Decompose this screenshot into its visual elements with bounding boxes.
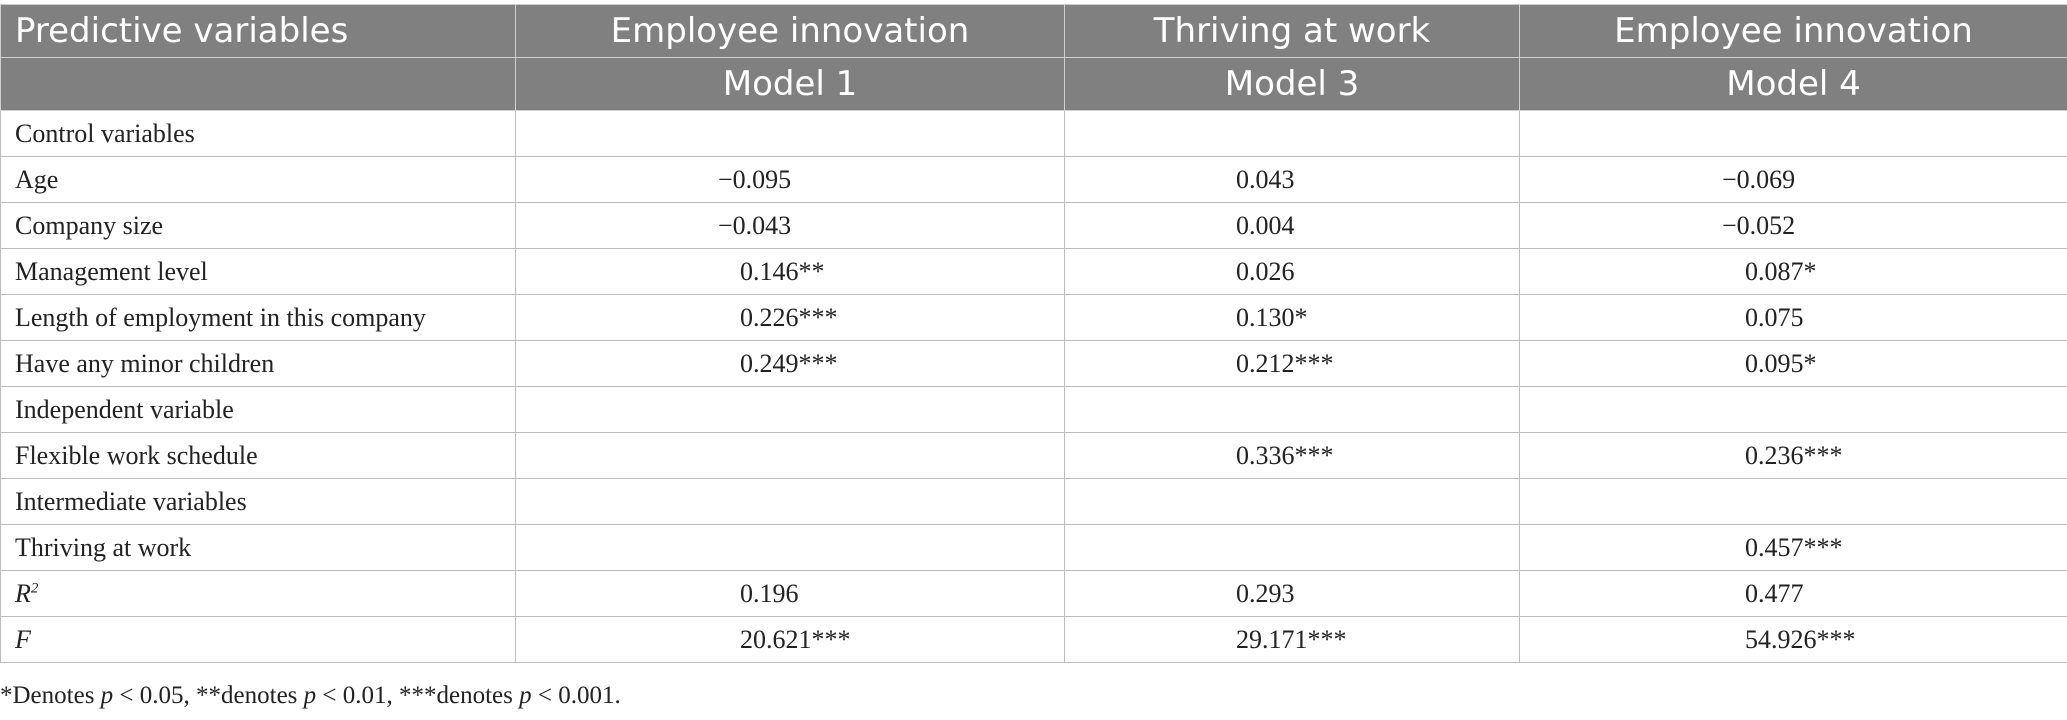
table-row: Have any minor children 0.249*** 0.212**… xyxy=(0,340,2067,387)
table-row: Flexible work schedule 0.336*** 0.236*** xyxy=(0,432,2067,479)
cell-model-1 xyxy=(515,110,1065,157)
header-thriving-at-work: Thriving at work xyxy=(1064,4,1520,58)
cell-model-3 xyxy=(1064,524,1520,571)
table-row: Control variables xyxy=(0,110,2067,157)
note-part-1: *Denotes xyxy=(0,682,101,709)
header-employee-innovation-2: Employee innovation xyxy=(1519,4,2067,58)
row-label: Thriving at work xyxy=(0,524,516,571)
header-blank xyxy=(0,57,516,111)
table-row: Thriving at work 0.457*** xyxy=(0,524,2067,571)
cell-model-4: −0.069 xyxy=(1519,156,2067,203)
cell-model-1: 20.621*** xyxy=(515,616,1065,663)
cell-model-4 xyxy=(1519,110,2067,157)
cell-model-4: −0.052 xyxy=(1519,202,2067,249)
row-label: Independent variable xyxy=(0,386,516,433)
table-row: Independent variable xyxy=(0,386,2067,433)
row-label: Age xyxy=(0,156,516,203)
cell-model-4: 0.457*** xyxy=(1519,524,2067,571)
row-label: Flexible work schedule xyxy=(0,432,516,479)
table-row: Intermediate variables xyxy=(0,478,2067,525)
cell-model-3 xyxy=(1064,478,1520,525)
note-part-2: < 0.05, **denotes xyxy=(113,682,304,709)
cell-model-4 xyxy=(1519,386,2067,433)
header-row-2: Model 1 Model 3 Model 4 xyxy=(0,57,2067,111)
cell-model-1: 0.146** xyxy=(515,248,1065,295)
cell-model-3: 0.212*** xyxy=(1064,340,1520,387)
row-label-f: F xyxy=(0,616,516,663)
row-label: Have any minor children xyxy=(0,340,516,387)
cell-model-4: 0.477 xyxy=(1519,570,2067,617)
header-predictive-variables: Predictive variables xyxy=(0,4,516,58)
table-body: Control variables Age −0.095 0.043 −0.06… xyxy=(0,110,2067,663)
regression-table-container: Predictive variables Employee innovation… xyxy=(0,4,2067,663)
note-p-var-3: p xyxy=(519,682,532,709)
cell-model-1: −0.043 xyxy=(515,202,1065,249)
row-label: Length of employment in this company xyxy=(0,294,516,341)
row-label: Control variables xyxy=(0,110,516,157)
cell-model-1: 0.249*** xyxy=(515,340,1065,387)
table-row: Management level 0.146** 0.026 0.087* xyxy=(0,248,2067,295)
cell-model-3: 0.004 xyxy=(1064,202,1520,249)
cell-model-3: 0.130* xyxy=(1064,294,1520,341)
table-footnote: *Denotes p < 0.05, **denotes p < 0.01, *… xyxy=(0,682,621,710)
note-p-var-1: p xyxy=(100,682,114,709)
header-model-3: Model 3 xyxy=(1064,57,1520,111)
table-row: F 20.621*** 29.171*** 54.926*** xyxy=(0,616,2067,663)
cell-model-4: 0.075 xyxy=(1519,294,2067,341)
cell-model-3: 0.336*** xyxy=(1064,432,1520,479)
cell-model-3: 0.043 xyxy=(1064,156,1520,203)
note-p-var-2: p xyxy=(303,682,317,709)
cell-model-3: 0.026 xyxy=(1064,248,1520,295)
cell-model-4: 0.236*** xyxy=(1519,432,2067,479)
header-row-1: Predictive variables Employee innovation… xyxy=(0,4,2067,58)
cell-model-3: 29.171*** xyxy=(1064,616,1520,663)
cell-model-4: 0.087* xyxy=(1519,248,2067,295)
header-model-4: Model 4 xyxy=(1519,57,2067,111)
table-row: Length of employment in this company 0.2… xyxy=(0,294,2067,341)
header-model-1: Model 1 xyxy=(515,57,1065,111)
row-label: Management level xyxy=(0,248,516,295)
row-label: Company size xyxy=(0,202,516,249)
table-row: R2 0.196 0.293 0.477 xyxy=(0,570,2067,617)
note-part-4: < 0.001. xyxy=(531,682,621,709)
cell-model-3 xyxy=(1064,386,1520,433)
cell-model-1: −0.095 xyxy=(515,156,1065,203)
r-superscript: 2 xyxy=(30,579,39,596)
cell-model-4: 0.095* xyxy=(1519,340,2067,387)
cell-model-1: 0.226*** xyxy=(515,294,1065,341)
header-employee-innovation-1: Employee innovation xyxy=(515,4,1065,58)
cell-model-4 xyxy=(1519,478,2067,525)
r-symbol: R xyxy=(15,578,31,608)
cell-model-1 xyxy=(515,478,1065,525)
cell-model-1: 0.196 xyxy=(515,570,1065,617)
cell-model-1 xyxy=(515,524,1065,571)
table-row: Age −0.095 0.043 −0.069 xyxy=(0,156,2067,203)
cell-model-1 xyxy=(515,432,1065,479)
row-label-r-squared: R2 xyxy=(0,570,516,617)
table-row: Company size −0.043 0.004 −0.052 xyxy=(0,202,2067,249)
regression-table: Predictive variables Employee innovation… xyxy=(0,4,2067,663)
table-header: Predictive variables Employee innovation… xyxy=(0,4,2067,111)
row-label: Intermediate variables xyxy=(0,478,516,525)
cell-model-3: 0.293 xyxy=(1064,570,1520,617)
cell-model-3 xyxy=(1064,110,1520,157)
cell-model-4: 54.926*** xyxy=(1519,616,2067,663)
cell-model-1 xyxy=(515,386,1065,433)
note-part-3: < 0.01, ***denotes xyxy=(316,682,520,709)
